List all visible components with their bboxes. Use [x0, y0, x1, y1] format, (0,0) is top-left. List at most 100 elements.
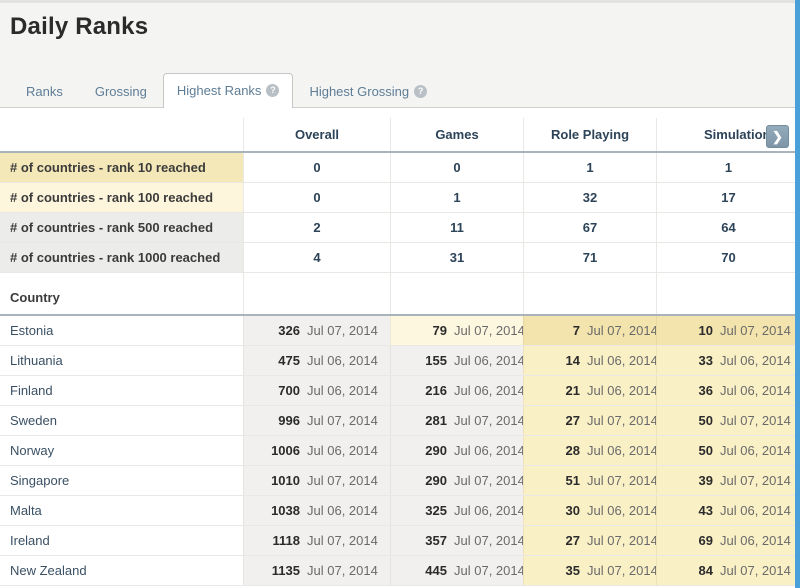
- rank-date: Jul 07, 2014: [307, 413, 378, 428]
- table-header-row: Overall Games Role Playing Simulation: [0, 118, 800, 153]
- rank-date: Jul 06, 2014: [720, 383, 791, 398]
- rank-cell: 155 Jul 06, 2014: [390, 346, 523, 375]
- tab-highest-ranks[interactable]: Highest Ranks ?: [162, 73, 294, 108]
- summary-value: 31: [390, 243, 523, 272]
- rank-date: Jul 06, 2014: [307, 503, 378, 518]
- rank-cell: 27 Jul 07, 2014: [523, 406, 656, 435]
- rank-date: Jul 06, 2014: [587, 383, 656, 398]
- rank-date: Jul 07, 2014: [307, 563, 378, 578]
- rank-value: 1038: [271, 503, 300, 518]
- rank-date: Jul 07, 2014: [307, 473, 378, 488]
- rank-value: 30: [565, 503, 580, 518]
- page-title: Daily Ranks: [10, 13, 149, 40]
- summary-value: 32: [523, 183, 656, 212]
- rank-cell: 51 Jul 07, 2014: [523, 466, 656, 495]
- tab-label: Highest Grossing: [309, 84, 410, 99]
- summary-value: 67: [523, 213, 656, 242]
- help-icon[interactable]: ?: [266, 84, 280, 97]
- rank-cell: 36 Jul 06, 2014: [656, 376, 800, 405]
- country-name: Sweden: [10, 413, 57, 428]
- rank-date: Jul 07, 2014: [587, 563, 656, 578]
- rank-value: 69: [698, 533, 713, 548]
- rank-cell: 996 Jul 07, 2014: [243, 406, 390, 435]
- rank-cell: 43 Jul 06, 2014: [656, 496, 800, 525]
- summary-row-rank-500: # of countries - rank 500 reached 2 11 6…: [0, 213, 800, 243]
- rank-value: 7: [572, 323, 580, 338]
- table-row: New Zealand 1135 Jul 07, 2014 445 Jul 07, …: [0, 556, 800, 586]
- rank-date: Jul 07, 2014: [307, 533, 378, 548]
- country-section-header: Country: [0, 273, 800, 316]
- summary-value: 17: [656, 183, 800, 212]
- rank-date: Jul 06, 2014: [720, 353, 791, 368]
- rank-date: Jul 07, 2014: [454, 323, 523, 338]
- rank-cell: 290 Jul 07, 2014: [390, 466, 523, 495]
- rank-cell: 21 Jul 06, 2014: [523, 376, 656, 405]
- rank-date: Jul 06, 2014: [720, 443, 791, 458]
- rank-date: Jul 07, 2014: [307, 323, 378, 338]
- country-name: Finland: [10, 383, 53, 398]
- rank-value: 290: [425, 473, 447, 488]
- summary-value: 70: [656, 243, 800, 272]
- rank-cell: 30 Jul 06, 2014: [523, 496, 656, 525]
- rank-cell: 357 Jul 07, 2014: [390, 526, 523, 555]
- rank-date: Jul 06, 2014: [454, 443, 523, 458]
- rank-value: 155: [425, 353, 447, 368]
- rank-cell: 7 Jul 07, 2014: [523, 316, 656, 345]
- summary-value: 1: [390, 183, 523, 212]
- rank-date: Jul 06, 2014: [307, 353, 378, 368]
- country-name: Singapore: [10, 473, 70, 488]
- rank-value: 50: [698, 443, 713, 458]
- rank-cell: 39 Jul 07, 2014: [656, 466, 800, 495]
- tab-highest-grossing[interactable]: Highest Grossing ?: [293, 75, 443, 108]
- rank-date: Jul 07, 2014: [454, 533, 523, 548]
- rank-value: 36: [698, 383, 713, 398]
- rank-value: 1135: [271, 563, 300, 578]
- rank-cell: 79 Jul 07, 2014: [390, 316, 523, 345]
- rank-cell: 84 Jul 07, 2014: [656, 556, 800, 585]
- rank-date: Jul 07, 2014: [587, 323, 656, 338]
- rank-cell: 27 Jul 07, 2014: [523, 526, 656, 555]
- chevron-right-icon: ❯: [772, 129, 783, 144]
- rank-value: 357: [425, 533, 447, 548]
- summary-label: # of countries - rank 1000 reached: [0, 243, 243, 272]
- rank-date: Jul 07, 2014: [454, 563, 523, 578]
- summary-label: # of countries - rank 500 reached: [0, 213, 243, 242]
- rank-cell: 14 Jul 06, 2014: [523, 346, 656, 375]
- rank-cell: 1006 Jul 06, 2014: [243, 436, 390, 465]
- rank-value: 700: [278, 383, 300, 398]
- summary-row-rank-1000: # of countries - rank 1000 reached 4 31 …: [0, 243, 800, 273]
- tab-label: Ranks: [26, 84, 63, 99]
- rank-value: 1006: [271, 443, 300, 458]
- country-name: New Zealand: [10, 563, 87, 578]
- tab-label: Grossing: [94, 84, 147, 99]
- summary-value: 0: [243, 183, 390, 212]
- right-edge-highlight-strip: [795, 0, 800, 588]
- summary-row-rank-100: # of countries - rank 100 reached 0 1 32…: [0, 183, 800, 213]
- rank-value: 50: [698, 413, 713, 428]
- rank-cell: 10 Jul 07, 2014: [656, 316, 800, 345]
- rank-date: Jul 07, 2014: [587, 533, 656, 548]
- rank-date: Jul 07, 2014: [454, 473, 523, 488]
- rank-date: Jul 06, 2014: [587, 353, 656, 368]
- summary-value: 11: [390, 213, 523, 242]
- rank-cell: 1038 Jul 06, 2014: [243, 496, 390, 525]
- summary-value: 0: [390, 153, 523, 182]
- rank-value: 281: [425, 413, 447, 428]
- rank-date: Jul 07, 2014: [454, 413, 523, 428]
- rank-cell: 1010 Jul 07, 2014: [243, 466, 390, 495]
- tab-grossing[interactable]: Grossing: [79, 75, 163, 108]
- column-header-role-playing: Role Playing: [523, 118, 656, 151]
- summary-label: # of countries - rank 10 reached: [0, 153, 243, 182]
- table-row: Lithuania 475 Jul 06, 2014 155 Jul 06, 201…: [0, 346, 800, 376]
- highest-ranks-table: Overall Games Role Playing Simulation # …: [0, 118, 800, 586]
- rank-date: Jul 06, 2014: [720, 503, 791, 518]
- tab-label: Highest Ranks: [176, 83, 262, 98]
- rank-value: 33: [698, 353, 713, 368]
- rank-date: Jul 06, 2014: [587, 443, 656, 458]
- help-icon[interactable]: ?: [414, 85, 428, 98]
- rank-value: 79: [432, 323, 447, 338]
- rank-value: 216: [425, 383, 447, 398]
- scroll-columns-right-button[interactable]: ❯: [766, 125, 789, 148]
- tab-ranks[interactable]: Ranks: [10, 75, 79, 108]
- table-row: Ireland 1118 Jul 07, 2014 357 Jul 07, 2014…: [0, 526, 800, 556]
